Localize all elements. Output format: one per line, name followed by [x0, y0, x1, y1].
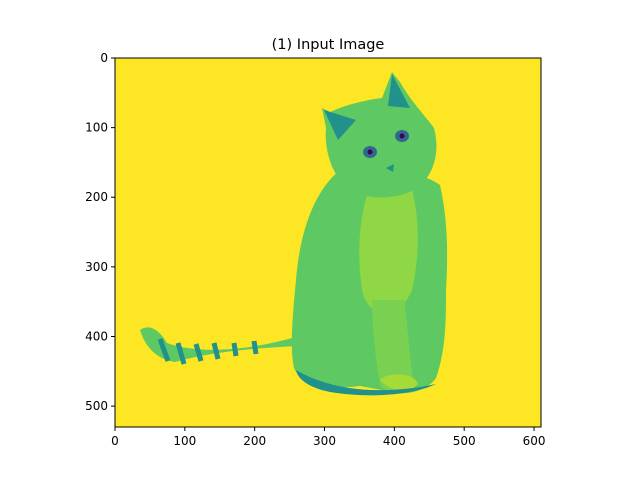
y-tick-label: 0 [100, 51, 108, 65]
cat-pupil-left [367, 149, 373, 155]
y-tick-label: 100 [85, 121, 108, 135]
x-tick-label: 400 [383, 434, 406, 448]
cat-front-legs [372, 300, 414, 393]
x-tick-label: 600 [523, 434, 546, 448]
cat-nose [386, 164, 394, 172]
image-title: (1) Input Image [272, 37, 385, 53]
cat-ear-left [324, 110, 356, 140]
cat-chest [359, 180, 418, 313]
x-axis: 0 100 200 300 400 500 600 [111, 427, 545, 448]
axes-frame [114, 57, 542, 428]
y-tick-label: 400 [85, 329, 108, 343]
cat-ear-right [388, 74, 410, 108]
y-tick-label: 500 [85, 399, 108, 413]
x-tick-label: 100 [173, 434, 196, 448]
x-tick-label: 0 [111, 434, 119, 448]
image-panel [114, 57, 542, 428]
x-tick-label: 300 [313, 434, 336, 448]
cat-head [322, 72, 437, 198]
cat-image [140, 72, 448, 396]
tail-stripes [157, 338, 259, 365]
x-tick-label: 500 [453, 434, 476, 448]
y-tick-label: 300 [85, 260, 108, 274]
cat-pupil-right [399, 133, 405, 139]
x-tick-label: 200 [243, 434, 266, 448]
y-axis: 0 100 200 300 400 500 [85, 51, 115, 413]
y-tick-label: 200 [85, 190, 108, 204]
cat-shadow [296, 370, 436, 396]
cat-paw [380, 374, 418, 391]
